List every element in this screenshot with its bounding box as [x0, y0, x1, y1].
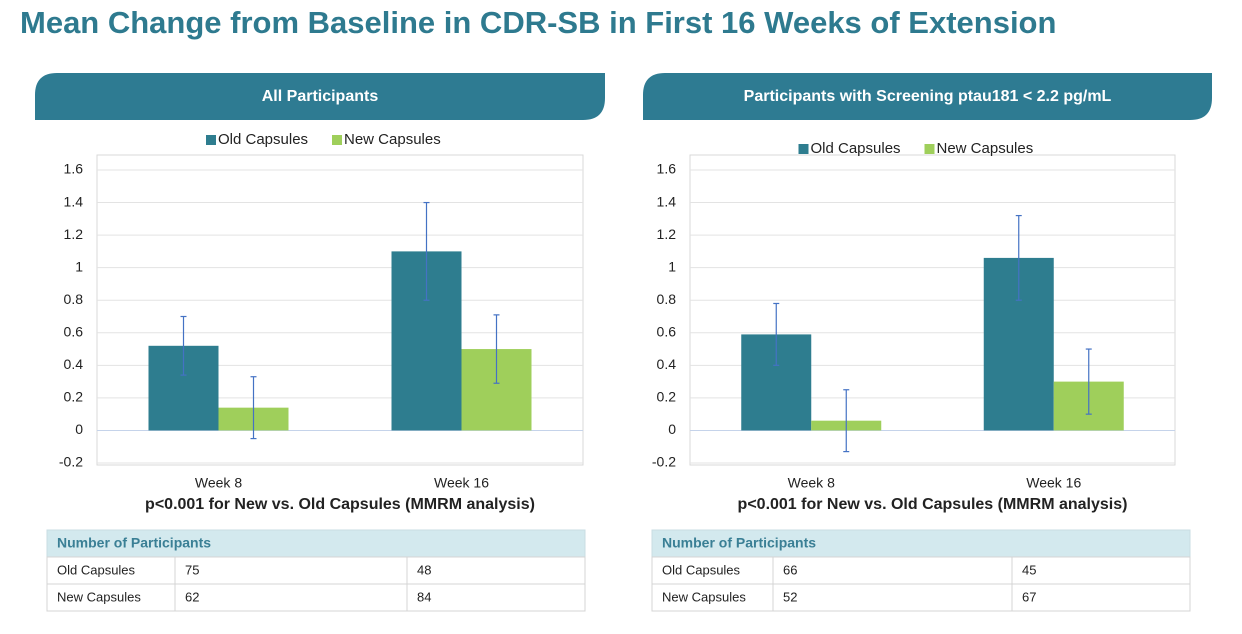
y-tick-label: 0.2	[64, 389, 84, 405]
table-cell	[46, 583, 176, 612]
panel-header	[35, 73, 605, 120]
plot-area	[689, 154, 1176, 466]
legend-swatch	[798, 144, 809, 154]
table-cell	[46, 556, 176, 585]
y-tick-label: -0.2	[59, 454, 83, 470]
y-tick-label: 1	[668, 258, 676, 274]
y-tick-label: 0.4	[657, 356, 677, 372]
legend-swatch	[332, 135, 342, 145]
y-tick-label: 1.6	[657, 161, 677, 177]
table-cell-text: 48	[417, 562, 431, 577]
table-cell	[174, 583, 408, 612]
panel-header	[643, 73, 1212, 120]
legend-label: New Capsules	[937, 140, 1034, 157]
slide-title: Mean Change from Baseline in CDR-SB in F…	[20, 5, 1056, 40]
x-tick-label: Week 8	[195, 475, 242, 491]
legend-swatch	[924, 144, 935, 154]
table-header-bg	[651, 529, 1191, 558]
note: p<0.001 for New vs. Old Capsules (MMRM a…	[145, 496, 535, 513]
table-cell	[772, 556, 1013, 585]
table-cell	[406, 583, 586, 612]
table-cell-text: New Capsules	[662, 589, 746, 604]
y-tick-label: 0.6	[64, 323, 84, 339]
y-tick-label: 0.6	[657, 323, 677, 339]
x-tick-label: Week 16	[434, 475, 489, 491]
table-cell	[651, 556, 774, 585]
table-cell-text: 84	[417, 589, 431, 604]
y-tick-label: 1.2	[657, 226, 677, 242]
x-tick-label: Week 8	[788, 475, 835, 491]
table-cell-text: 45	[1022, 562, 1036, 577]
panel-title: All Participants	[262, 88, 379, 105]
y-tick-label: 0.2	[657, 389, 677, 405]
y-tick-label: 0	[668, 421, 676, 437]
table-cell-text: 66	[783, 562, 797, 577]
x-tick-label: Week 16	[1026, 475, 1081, 491]
y-tick-label: 1	[75, 258, 83, 274]
y-tick-label: 1.6	[64, 161, 84, 177]
y-tick-label: 1.4	[657, 193, 677, 209]
legend-label: Old Capsules	[811, 140, 901, 157]
plot-area	[96, 154, 584, 466]
table-cell-text: 67	[1022, 589, 1036, 604]
table-header: Number of Participants	[662, 535, 816, 551]
panel-title: Participants with Screening ptau181 < 2.…	[744, 88, 1112, 105]
table-cell-text: 62	[185, 589, 199, 604]
table-cell	[651, 583, 774, 612]
y-tick-label: -0.2	[652, 454, 676, 470]
note: p<0.001 for New vs. Old Capsules (MMRM a…	[738, 496, 1128, 513]
table-cell	[406, 556, 586, 585]
y-tick-label: 1.2	[64, 226, 84, 242]
table-cell-text: 75	[185, 562, 199, 577]
legend-label: Old Capsules	[218, 131, 308, 148]
table-cell	[1011, 583, 1191, 612]
y-tick-label: 0.8	[657, 291, 677, 307]
y-tick-label: 0	[75, 421, 83, 437]
y-tick-label: 0.8	[64, 291, 84, 307]
table-header-bg	[46, 529, 586, 558]
table-cell	[772, 583, 1013, 612]
table-header: Number of Participants	[57, 535, 211, 551]
y-tick-label: 1.4	[64, 193, 84, 209]
legend-swatch	[206, 135, 216, 145]
table-cell	[174, 556, 408, 585]
table-cell-text: Old Capsules	[662, 562, 741, 577]
table-cell-text: Old Capsules	[57, 562, 136, 577]
table-cell-text: 52	[783, 589, 797, 604]
y-tick-label: 0.4	[64, 356, 84, 372]
table-cell	[1011, 556, 1191, 585]
legend-label: New Capsules	[344, 131, 441, 148]
table-cell-text: New Capsules	[57, 589, 141, 604]
